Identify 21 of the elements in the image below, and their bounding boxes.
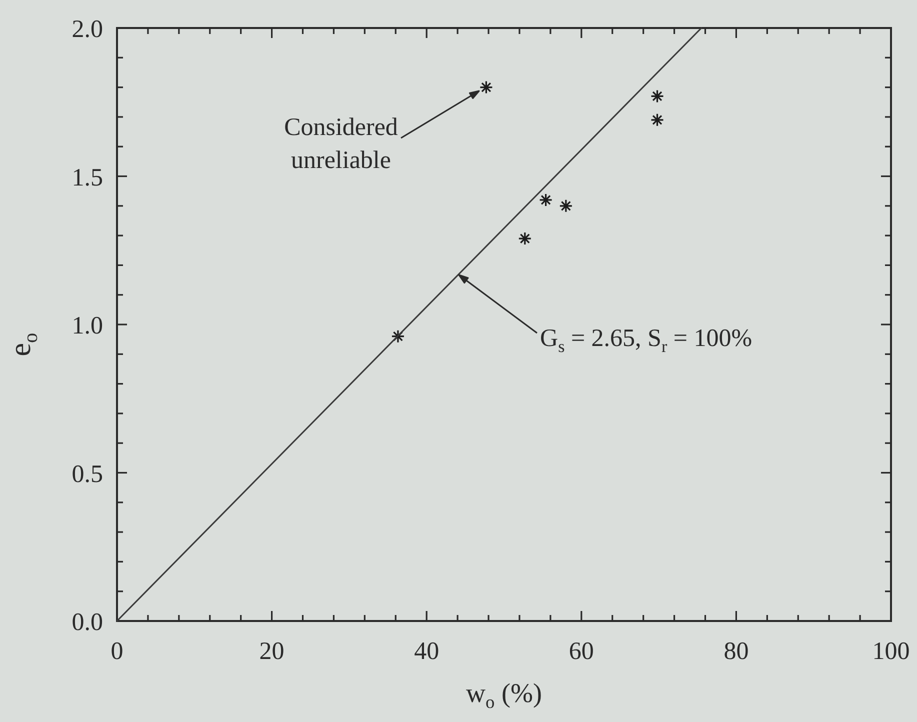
x-axis-title: w$_{o}$ (%) — [466, 678, 542, 712]
point — [479, 80, 493, 94]
point — [650, 89, 664, 103]
point — [391, 330, 405, 344]
y-tick-label: 2.0 — [72, 16, 103, 43]
x-tick-label: 40 — [414, 638, 440, 665]
x-tick-label: 0 — [110, 638, 124, 665]
annotation: Considered unreliable — [284, 114, 398, 174]
y-tick-label: 0.5 — [72, 460, 103, 488]
x-tick-label: 20 — [259, 638, 284, 665]
x-tick-label: 100 — [872, 638, 910, 665]
x-tick-label: 60 — [568, 638, 594, 665]
y-tick-label: 1.0 — [72, 312, 103, 340]
annotation: G$_{s}$ = 2.65, S$_{r}$ = 100% — [540, 325, 752, 356]
y-tick-label: 1.5 — [72, 164, 103, 192]
point — [650, 113, 664, 127]
point — [518, 232, 532, 246]
point — [559, 199, 573, 213]
y-tick-label: 0.0 — [72, 609, 103, 636]
x-tick-label: 80 — [724, 638, 749, 665]
point — [538, 193, 553, 207]
